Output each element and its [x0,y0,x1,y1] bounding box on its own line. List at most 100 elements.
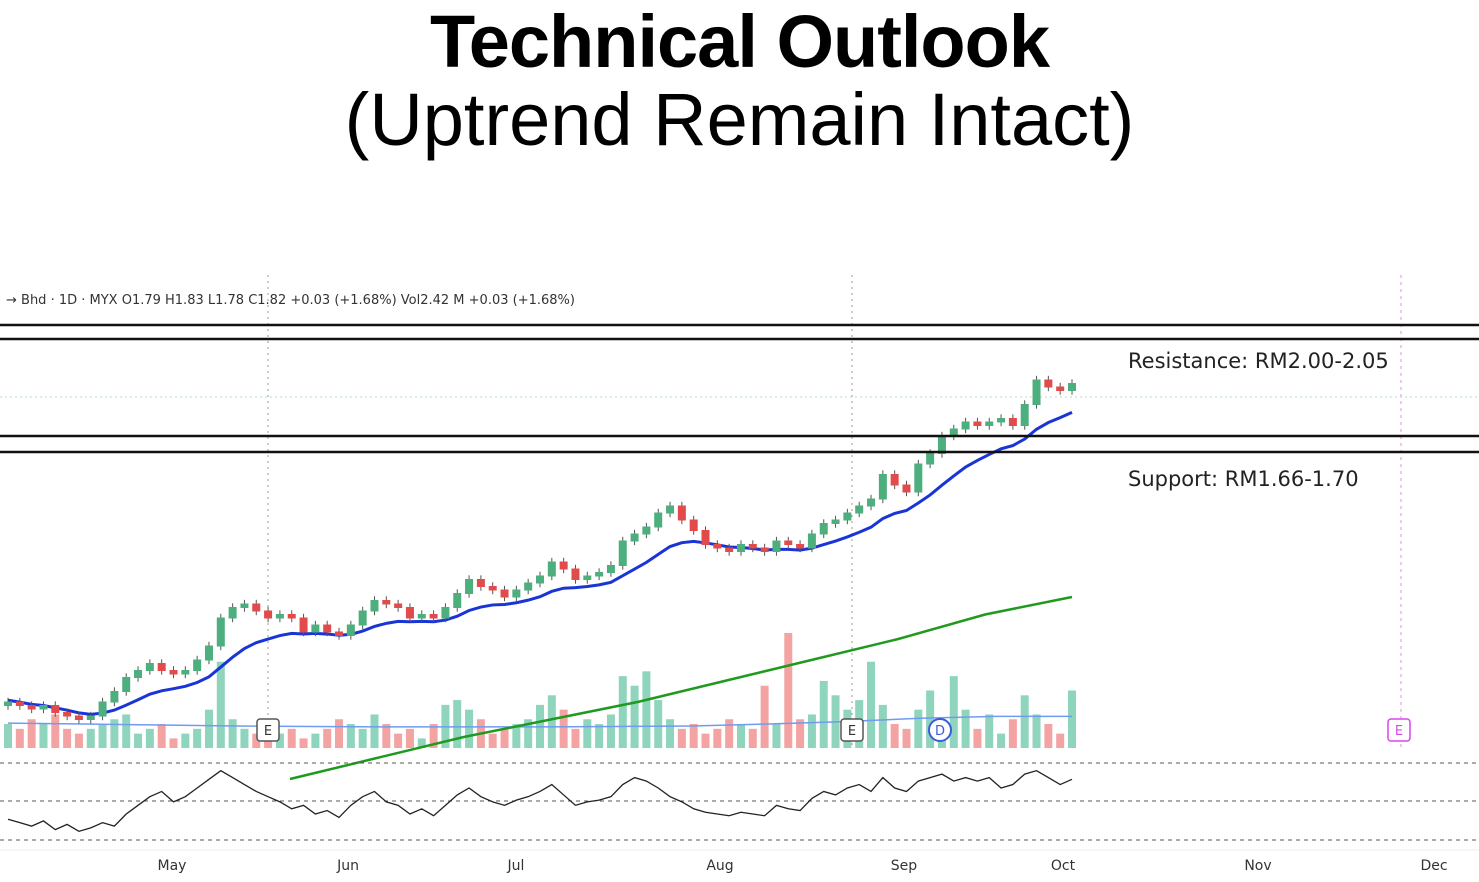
candle-up [630,533,639,542]
candle-up [961,421,970,430]
volume-bar [15,728,24,748]
support-label: Support: RM1.66-1.70 [1128,467,1359,491]
volume-bar [914,709,923,748]
candle-up [985,421,994,426]
volume-bar [358,728,367,748]
volume-bar [595,724,604,748]
volume-bar [252,733,261,748]
volume-bar [760,685,769,748]
volume-bar [1068,690,1076,748]
candle-down [287,614,296,619]
earnings-marker-label: E [264,724,272,739]
candle-up [547,561,556,577]
volume-bar [961,709,970,748]
candle-down [760,547,769,552]
candle-up [867,498,876,507]
candle-up [240,603,249,608]
volume-bar [689,724,698,748]
candlestick-chart: E E D E May Jun Jul Aug Sep Oct Nov Dec → Bhd · 1D… [0,270,1479,882]
volume-bar [547,695,556,748]
candle-up [843,512,852,521]
volume-bar [867,661,876,748]
candle-up [1068,383,1076,391]
candle-up [417,614,426,619]
candle-down [677,505,686,521]
page-subtitle: (Uptrend Remain Intact) [344,78,1135,161]
candle-up [39,705,48,710]
volume-bar [500,728,509,748]
candle-up [736,544,745,552]
x-tick-label: Oct [1051,858,1076,874]
volume-bar [488,733,497,748]
volume-bar [654,700,663,748]
candle-up [878,474,887,500]
volume-bar [1056,733,1065,748]
candle-down [394,603,403,608]
volume-bar [630,685,639,748]
candle-down [169,670,178,675]
candle-down [264,610,273,619]
volume-bar [701,733,710,748]
volume-bar [677,728,686,748]
candle-up [997,418,1006,423]
candle-down [701,530,710,545]
candle-up [4,701,12,706]
candle-up [926,453,935,465]
volume-bar [784,633,793,748]
candle-up [819,523,828,535]
volume-bar [1020,695,1029,748]
candle-up [465,579,474,594]
candle-up [346,624,355,636]
candle-down [488,586,497,591]
volume-bar [819,680,828,748]
candle-down [382,600,391,605]
volume-bar [394,733,403,748]
resistance-label: Resistance: RM2.00-2.05 [1128,349,1389,373]
candle-up [86,715,95,720]
candle-down [784,540,793,545]
volume-bar [642,671,651,748]
volume-bar [382,724,391,748]
candle-down [63,712,72,717]
x-tick-label: Sep [891,858,918,874]
candle-down [157,663,166,671]
candle-up [666,505,675,514]
volume-bar [796,719,805,748]
volume-bar [122,714,131,748]
candle-up [181,670,190,675]
x-axis: May Jun Jul Aug Sep Oct Nov Dec [0,849,1479,874]
volume-bar [926,690,935,748]
candle-down [1044,379,1053,388]
volume-bar [725,719,734,748]
volume-bar [27,719,36,748]
earnings-marker [1387,718,1411,742]
candle-down [571,568,580,580]
volume-bar [51,714,60,748]
candle-down [890,474,899,486]
volume-bar [453,700,462,748]
volume-bar [1044,724,1053,748]
candle-down [713,544,722,549]
candle-down [1056,386,1065,391]
candle-down [15,701,24,706]
volume-bar [98,724,107,748]
x-tick-label: Dec [1420,858,1447,874]
volume-bar [902,728,911,748]
grid-layer [0,275,1479,748]
volume-bar [583,719,592,748]
candle-down [429,614,438,619]
volume-bar [346,724,355,748]
volume-bar [713,728,722,748]
volume-ma-line [7,715,1072,728]
candle-down [500,589,509,598]
candle-up [524,582,533,591]
candle-down [559,561,568,570]
volume-bar [228,719,237,748]
candle-down [725,547,734,552]
candle-down [973,421,982,426]
candle-down [27,705,36,710]
volume-bar [299,738,308,748]
candle-up [914,463,923,493]
candle-up [855,505,864,514]
volume-bar [169,738,178,748]
